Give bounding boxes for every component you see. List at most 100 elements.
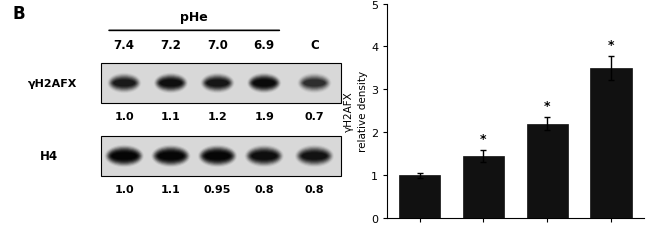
Ellipse shape: [157, 76, 185, 91]
Ellipse shape: [109, 149, 140, 163]
Ellipse shape: [202, 75, 233, 92]
Ellipse shape: [199, 146, 236, 166]
Text: γH2AFX: γH2AFX: [28, 79, 77, 89]
Ellipse shape: [205, 78, 230, 89]
Ellipse shape: [160, 80, 181, 87]
Ellipse shape: [153, 147, 188, 165]
Ellipse shape: [246, 146, 283, 166]
Ellipse shape: [304, 80, 325, 87]
Ellipse shape: [299, 75, 330, 92]
Ellipse shape: [157, 152, 185, 161]
Ellipse shape: [248, 148, 281, 164]
Text: 7.2: 7.2: [161, 39, 181, 52]
Ellipse shape: [204, 77, 231, 90]
Ellipse shape: [114, 80, 135, 87]
Text: 1.9: 1.9: [254, 111, 274, 121]
Ellipse shape: [299, 149, 330, 163]
Ellipse shape: [107, 147, 142, 165]
Ellipse shape: [110, 151, 138, 162]
Ellipse shape: [112, 153, 136, 160]
Ellipse shape: [152, 146, 189, 166]
Ellipse shape: [109, 75, 140, 92]
Text: 0.8: 0.8: [254, 184, 274, 194]
Ellipse shape: [157, 77, 185, 90]
Text: 1.0: 1.0: [114, 184, 134, 194]
Text: 1.1: 1.1: [161, 184, 181, 194]
Text: *: *: [544, 100, 551, 113]
Ellipse shape: [249, 75, 280, 92]
Ellipse shape: [112, 78, 136, 89]
Text: *: *: [608, 38, 614, 52]
Bar: [463, 156, 504, 218]
Ellipse shape: [159, 78, 183, 89]
Ellipse shape: [300, 151, 329, 162]
Ellipse shape: [251, 152, 278, 161]
Ellipse shape: [203, 76, 232, 91]
Ellipse shape: [297, 147, 332, 165]
Ellipse shape: [250, 76, 279, 91]
Text: B: B: [13, 4, 25, 22]
Ellipse shape: [247, 73, 281, 94]
Ellipse shape: [155, 74, 187, 93]
Text: pHe: pHe: [180, 11, 208, 24]
Bar: [590, 69, 632, 218]
Ellipse shape: [108, 148, 141, 164]
Ellipse shape: [204, 152, 231, 161]
Ellipse shape: [159, 153, 183, 160]
Ellipse shape: [295, 145, 334, 167]
Ellipse shape: [249, 149, 280, 163]
Text: 0.7: 0.7: [305, 111, 324, 121]
Ellipse shape: [300, 76, 329, 91]
Text: 7.4: 7.4: [114, 39, 135, 52]
Text: 1.0: 1.0: [114, 111, 134, 121]
Ellipse shape: [298, 74, 331, 93]
Ellipse shape: [105, 145, 144, 167]
Ellipse shape: [151, 145, 190, 167]
Y-axis label: γH2AFX
relative density: γH2AFX relative density: [344, 71, 369, 152]
Ellipse shape: [244, 145, 284, 167]
Text: *: *: [480, 133, 487, 146]
Ellipse shape: [302, 153, 327, 160]
Ellipse shape: [106, 146, 143, 166]
Ellipse shape: [252, 78, 277, 89]
Bar: [399, 176, 440, 218]
Ellipse shape: [246, 147, 281, 165]
Bar: [101, 63, 341, 104]
Ellipse shape: [111, 77, 138, 90]
Ellipse shape: [202, 74, 234, 93]
Ellipse shape: [251, 77, 278, 90]
Ellipse shape: [112, 79, 136, 88]
Ellipse shape: [203, 151, 232, 162]
Text: H4: H4: [40, 150, 58, 163]
Ellipse shape: [206, 79, 229, 88]
Ellipse shape: [252, 153, 276, 160]
Ellipse shape: [207, 80, 228, 87]
Text: 1.1: 1.1: [161, 111, 181, 121]
Ellipse shape: [252, 79, 276, 88]
Ellipse shape: [108, 74, 140, 93]
Text: 0.8: 0.8: [305, 184, 324, 194]
Text: 6.9: 6.9: [254, 39, 275, 52]
Ellipse shape: [202, 149, 233, 163]
Ellipse shape: [301, 152, 328, 161]
Ellipse shape: [154, 73, 188, 94]
Ellipse shape: [157, 151, 185, 162]
Text: C: C: [310, 39, 318, 52]
Ellipse shape: [254, 80, 275, 87]
Ellipse shape: [201, 148, 234, 164]
Ellipse shape: [302, 78, 327, 89]
Text: 0.95: 0.95: [204, 184, 231, 194]
Ellipse shape: [200, 73, 235, 94]
Ellipse shape: [110, 76, 138, 91]
Ellipse shape: [205, 153, 230, 160]
Ellipse shape: [303, 79, 326, 88]
Ellipse shape: [198, 145, 237, 167]
Text: 1.2: 1.2: [207, 111, 227, 121]
Ellipse shape: [296, 146, 333, 166]
Ellipse shape: [111, 152, 138, 161]
Ellipse shape: [159, 79, 183, 88]
Ellipse shape: [298, 148, 331, 164]
Bar: [526, 124, 568, 218]
Ellipse shape: [200, 147, 235, 165]
Bar: [101, 136, 341, 177]
